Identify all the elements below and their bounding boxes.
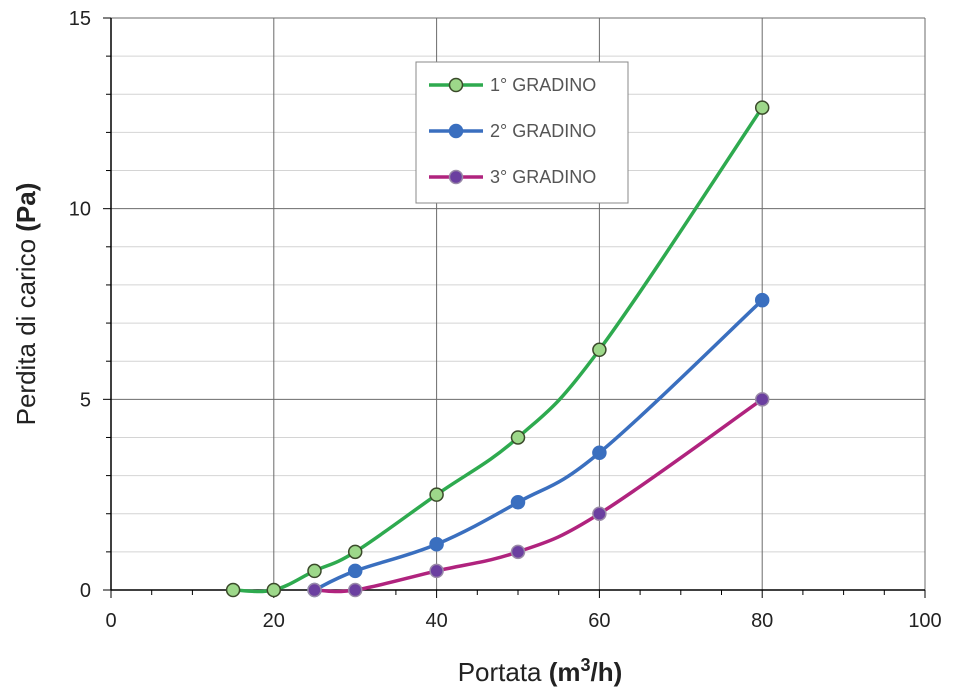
y-tick-label: 15	[69, 8, 91, 30]
series-2-point	[592, 445, 607, 460]
x-axis-title-bold-close: /h)	[591, 657, 623, 687]
x-tick-label: 100	[908, 610, 941, 632]
series-1-point	[429, 487, 444, 502]
series-1-point	[307, 563, 322, 579]
legend-entry-label: 1° GRADINO	[490, 75, 596, 95]
series-3-point	[510, 544, 526, 560]
y-axis-title-bold: (Pa)	[11, 183, 41, 232]
tick-labels: 0 20 40 60 80 100 0 5 10 15	[69, 8, 942, 632]
series-1-line	[231, 105, 764, 594]
series-3-point	[347, 582, 363, 598]
legend-swatch-marker	[448, 123, 464, 139]
y-tick-label: 5	[80, 389, 91, 411]
series-1-point	[754, 100, 770, 115]
legend-entry-label: 2° GRADINO	[490, 121, 596, 141]
x-tick-label: 0	[105, 610, 116, 632]
series-1-point	[347, 544, 363, 560]
series-2-point	[754, 292, 770, 308]
x-axis-title-bold-open: (m	[549, 657, 581, 687]
x-tick-label: 80	[751, 610, 773, 632]
legend: 1° GRADINO 2° GRADINO 3° GRADINO	[415, 61, 629, 204]
x-axis-title-sup: 3	[581, 655, 591, 675]
series-1-point	[225, 582, 241, 598]
series-3-point	[307, 582, 322, 598]
series-3-point	[429, 563, 444, 579]
legend-swatch-marker	[448, 169, 464, 185]
series-markers	[225, 100, 770, 598]
series-1-point	[266, 582, 282, 598]
x-tick-label: 40	[425, 610, 447, 632]
series-1-point	[592, 342, 607, 358]
x-axis-title-plain: Portata	[458, 657, 549, 687]
y-axis-title-plain: Perdita di carico	[11, 232, 41, 426]
series-2-point	[510, 495, 526, 510]
legend-swatch-marker	[448, 77, 464, 93]
series-3-point	[754, 392, 770, 407]
series-3-point	[592, 506, 607, 521]
x-tick-label: 20	[263, 610, 285, 632]
legend-entry-label: 3° GRADINO	[490, 167, 596, 187]
series-2-point	[429, 536, 444, 552]
y-axis-title: Perdita di carico (Pa)	[11, 183, 41, 426]
series-2-point	[347, 563, 363, 579]
x-tick-label: 60	[588, 610, 610, 632]
x-axis-title: Portata (m3/h)	[458, 655, 623, 687]
y-tick-label: 10	[69, 199, 91, 221]
y-tick-label: 0	[80, 580, 91, 602]
series-1-point	[510, 430, 526, 445]
